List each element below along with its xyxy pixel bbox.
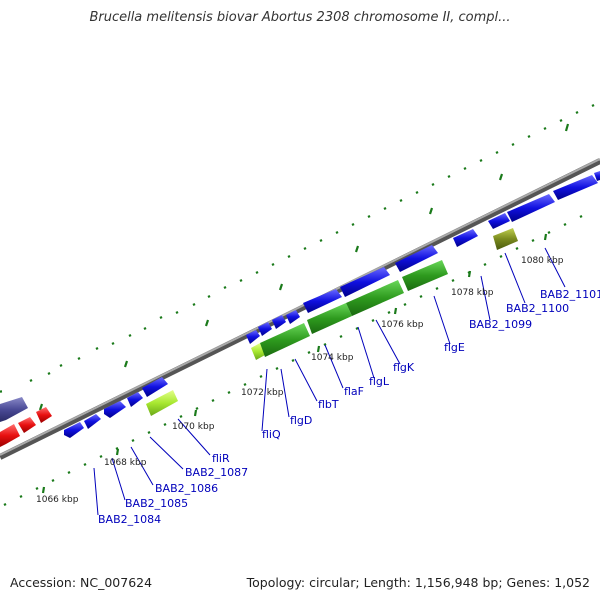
gene-label[interactable]: flgL xyxy=(369,375,390,388)
gene-flagellar-lime[interactable] xyxy=(251,343,265,360)
gene-reverse-red[interactable] xyxy=(36,407,52,423)
map-title: Brucella melitensis biovar Abortus 2308 … xyxy=(89,10,511,25)
gene-forward-blue[interactable] xyxy=(594,171,600,181)
gene-forward-blue[interactable] xyxy=(340,267,390,297)
gene-flagellar-green[interactable] xyxy=(260,323,310,357)
kbp-marker: 1066 kbp xyxy=(36,495,79,505)
kbp-markers: 1066 kbp 1068 kbp 1070 kbp 1072 kbp 1074… xyxy=(36,256,564,505)
gene-olive[interactable] xyxy=(493,228,518,250)
gene-reverse-red[interactable] xyxy=(18,417,36,433)
kbp-marker: 1076 kbp xyxy=(381,320,424,330)
gene-label[interactable]: BAB2_1084 xyxy=(98,513,161,526)
gene-forward-blue[interactable] xyxy=(286,310,300,324)
gene-forward-blue[interactable] xyxy=(127,392,143,407)
gene-forward-blue[interactable] xyxy=(488,213,510,229)
gene-forward-blue[interactable] xyxy=(272,315,286,329)
kbp-marker: 1072 kbp xyxy=(241,388,284,398)
chromosome-backbone xyxy=(0,158,600,460)
gene-flagellar-green[interactable] xyxy=(402,260,448,291)
gene-flagellar-lime[interactable] xyxy=(146,390,178,416)
flagellar-operon-track xyxy=(146,228,518,416)
gene-label[interactable]: fliR xyxy=(212,452,230,465)
label-leader-lines xyxy=(93,247,566,516)
gene-label[interactable]: flbT xyxy=(318,398,339,411)
outer-ring-ticks xyxy=(38,123,570,411)
gene-forward-blue[interactable] xyxy=(507,194,555,222)
gene-reverse-red[interactable] xyxy=(0,424,20,447)
gene-forward-blue[interactable] xyxy=(553,175,598,200)
gene-rna-purple[interactable] xyxy=(0,397,28,422)
inner-dotted-ring xyxy=(3,215,583,506)
gene-label[interactable]: BAB2_1085 xyxy=(125,497,188,510)
kbp-marker: 1080 kbp xyxy=(521,256,564,266)
genome-stats: Topology: circular; Length: 1,156,948 bp… xyxy=(246,575,590,590)
gene-label[interactable]: flgE xyxy=(444,341,465,354)
gene-labels: BAB2_1084 BAB2_1085 BAB2_1086 BAB2_1087 … xyxy=(98,288,600,526)
gene-forward-blue[interactable] xyxy=(104,401,126,418)
gene-label[interactable]: flaF xyxy=(344,385,364,398)
gene-forward-blue[interactable] xyxy=(64,422,84,438)
gene-forward-blue[interactable] xyxy=(258,322,272,336)
reverse-gene-track xyxy=(0,407,52,447)
inner-ring-ticks xyxy=(41,233,548,494)
gene-flagellar-green[interactable] xyxy=(307,303,352,334)
gene-forward-blue[interactable] xyxy=(453,229,478,247)
gene-forward-blue[interactable] xyxy=(246,330,260,344)
gene-flagellar-green[interactable] xyxy=(346,280,404,316)
forward-gene-track xyxy=(0,171,600,438)
accession-label: Accession: NC_007624 xyxy=(10,575,153,590)
gene-forward-blue[interactable] xyxy=(84,414,101,429)
gene-label[interactable]: fliQ xyxy=(262,428,281,441)
kbp-marker: 1074 kbp xyxy=(311,353,354,363)
gene-forward-blue[interactable] xyxy=(395,245,438,272)
kbp-marker: 1078 kbp xyxy=(451,288,494,298)
outer-dotted-ring xyxy=(0,104,595,393)
gene-label[interactable]: BAB2_1100 xyxy=(506,302,569,315)
kbp-marker: 1070 kbp xyxy=(172,422,215,432)
gene-forward-blue[interactable] xyxy=(303,289,342,313)
gene-label[interactable]: BAB2_1099 xyxy=(469,318,532,331)
gene-label[interactable]: BAB2_1086 xyxy=(155,482,218,495)
gene-label[interactable]: BAB2_1101 xyxy=(540,288,600,301)
gene-label[interactable]: flgD xyxy=(290,414,312,427)
gene-label[interactable]: BAB2_1087 xyxy=(185,466,248,479)
kbp-marker: 1068 kbp xyxy=(104,458,147,468)
gene-forward-blue[interactable] xyxy=(142,377,168,397)
gene-label[interactable]: flgK xyxy=(393,361,415,374)
